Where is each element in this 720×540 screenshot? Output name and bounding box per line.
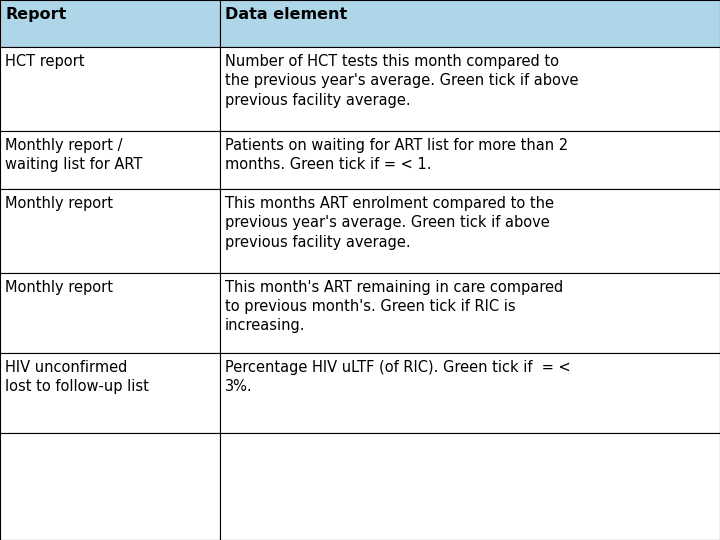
Bar: [0, 131, 220, 190]
Text: HCT report: HCT report: [5, 55, 84, 69]
Text: Monthly report: Monthly report: [5, 197, 113, 211]
Bar: [0, 47, 220, 131]
Text: This months ART enrolment compared to the
previous year's average. Green tick if: This months ART enrolment compared to th…: [225, 197, 554, 249]
Text: Patients on waiting for ART list for more than 2
months. Green tick if = < 1.: Patients on waiting for ART list for mor…: [225, 138, 568, 172]
Text: Monthly report: Monthly report: [5, 280, 113, 295]
Bar: [220, 189, 720, 273]
Text: Monthly report /
waiting list for ART: Monthly report / waiting list for ART: [5, 138, 143, 172]
Text: This month's ART remaining in care compared
to previous month's. Green tick if R: This month's ART remaining in care compa…: [225, 280, 563, 333]
Bar: [0, 433, 220, 540]
Bar: [220, 47, 720, 131]
Bar: [0, 189, 220, 273]
Text: Data element: Data element: [225, 7, 347, 22]
Bar: [0, 0, 220, 47]
Text: Number of HCT tests this month compared to
the previous year's average. Green ti: Number of HCT tests this month compared …: [225, 55, 578, 107]
Text: HIV unconfirmed
lost to follow-up list: HIV unconfirmed lost to follow-up list: [5, 360, 149, 394]
Bar: [220, 0, 720, 47]
Text: Report: Report: [5, 7, 66, 22]
Bar: [220, 273, 720, 353]
Text: Percentage HIV uLTF (of RIC). Green tick if  = <
3%.: Percentage HIV uLTF (of RIC). Green tick…: [225, 360, 570, 394]
Bar: [220, 131, 720, 190]
Bar: [220, 433, 720, 540]
Bar: [220, 353, 720, 433]
Bar: [0, 273, 220, 353]
Bar: [0, 353, 220, 433]
